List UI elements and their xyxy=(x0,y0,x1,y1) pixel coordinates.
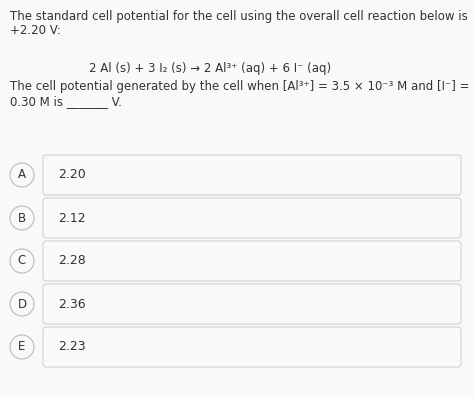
Text: C: C xyxy=(18,254,26,268)
Circle shape xyxy=(10,163,34,187)
Text: +2.20 V:: +2.20 V: xyxy=(10,24,61,37)
Text: D: D xyxy=(18,297,27,310)
Text: 0.30 M is _______ V.: 0.30 M is _______ V. xyxy=(10,95,122,108)
Text: The standard cell potential for the cell using the overall cell reaction below i: The standard cell potential for the cell… xyxy=(10,10,468,23)
FancyBboxPatch shape xyxy=(43,327,461,367)
Circle shape xyxy=(10,292,34,316)
FancyBboxPatch shape xyxy=(43,198,461,238)
Text: A: A xyxy=(18,168,26,181)
Text: 2.28: 2.28 xyxy=(58,254,86,268)
Circle shape xyxy=(10,249,34,273)
Text: E: E xyxy=(18,341,26,353)
FancyBboxPatch shape xyxy=(43,155,461,195)
Text: 2.20: 2.20 xyxy=(58,168,86,181)
Text: The cell potential generated by the cell when [Al³⁺] = 3.5 × 10⁻³ M and [I⁻] =: The cell potential generated by the cell… xyxy=(10,80,470,93)
Text: 2.12: 2.12 xyxy=(58,212,86,224)
Text: 2.36: 2.36 xyxy=(58,297,86,310)
Circle shape xyxy=(10,335,34,359)
Text: B: B xyxy=(18,212,26,224)
Circle shape xyxy=(10,206,34,230)
FancyBboxPatch shape xyxy=(43,284,461,324)
FancyBboxPatch shape xyxy=(43,241,461,281)
Text: 2.23: 2.23 xyxy=(58,341,86,353)
Text: 2 Al (s) + 3 I₂ (s) → 2 Al³⁺ (aq) + 6 I⁻ (aq): 2 Al (s) + 3 I₂ (s) → 2 Al³⁺ (aq) + 6 I⁻… xyxy=(89,62,331,75)
